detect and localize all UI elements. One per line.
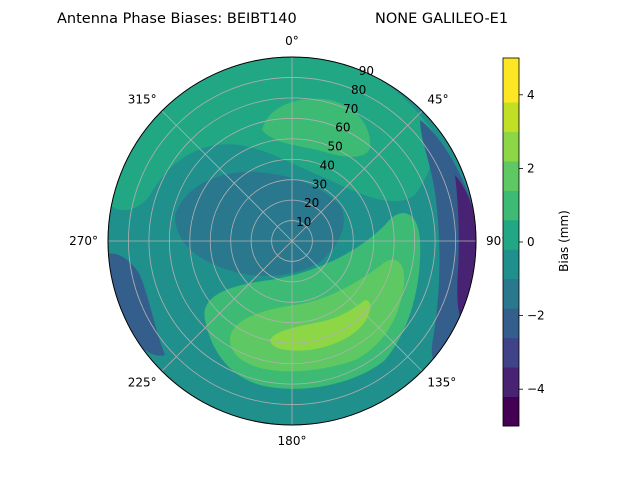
radial-tick-labels: 10 20 30 40 50 60 70 80 90 (296, 64, 374, 229)
radial-tick-label: 60 (335, 121, 350, 135)
radial-tick-label: 90 (359, 64, 374, 78)
region-west-edge (108, 253, 165, 356)
radial-tick-label: 20 (304, 196, 319, 210)
colorbar: −4 −2 0 2 4 (502, 57, 545, 427)
grid-spoke (291, 240, 423, 372)
azimuth-tick-label: 315° (128, 93, 157, 107)
grid-spoke (291, 110, 423, 242)
radial-tick-label: 10 (296, 215, 311, 229)
colorbar-band (503, 396, 519, 427)
colorbar-band (503, 367, 519, 397)
colorbar-tick-label: −2 (527, 309, 545, 323)
radial-tick-label: 70 (343, 102, 358, 116)
polar-grid (107, 56, 477, 426)
colorbar-band (503, 58, 519, 103)
region-center (175, 171, 344, 276)
colorbar-tick-label: −4 (527, 382, 545, 396)
colorbar-tick-label: 2 (527, 161, 535, 175)
azimuth-tick-label: 90° (486, 234, 507, 248)
region-inner-north (262, 98, 371, 157)
radial-tick-label: 40 (320, 158, 335, 172)
azimuth-tick-label: 0° (285, 34, 299, 48)
grid-spoke (161, 110, 293, 242)
chart-title-right: NONE GALILEO-E1 (375, 11, 508, 27)
colorbar-band (503, 337, 519, 368)
colorbar-band (503, 102, 519, 132)
azimuth-tick-label: 135° (427, 375, 456, 389)
colorbar-band (503, 308, 519, 339)
azimuth-tick-label: 225° (128, 375, 157, 389)
azimuth-tick-label: 45° (427, 93, 448, 107)
colorbar-band (503, 161, 519, 191)
azimuth-tick-label: 270° (69, 234, 98, 248)
colorbar-band (503, 278, 519, 309)
azimuth-tick-label: 180° (278, 434, 307, 448)
plot-boundary (107, 56, 477, 426)
radial-tick-label: 30 (312, 177, 327, 191)
colorbar-band (503, 131, 519, 162)
colorbar-tick-label: 0 (527, 235, 535, 249)
radial-tick-label: 50 (327, 140, 342, 154)
colorbar-band (503, 249, 519, 280)
colorbar-tick-label: 4 (527, 88, 535, 102)
chart-title-left: Antenna Phase Biases: BEIBT140 (57, 11, 297, 27)
colorbar-band (503, 190, 519, 221)
grid-spoke (161, 240, 293, 372)
region-southeast-peak (270, 300, 371, 351)
radial-tick-label: 80 (351, 83, 366, 97)
colorbar-label: Bias (mm) (557, 210, 571, 272)
azimuth-tick-labels: 0° 45° 90° 135° 180° 225° 270° 315° (69, 34, 507, 448)
colorbar-band (503, 219, 519, 250)
